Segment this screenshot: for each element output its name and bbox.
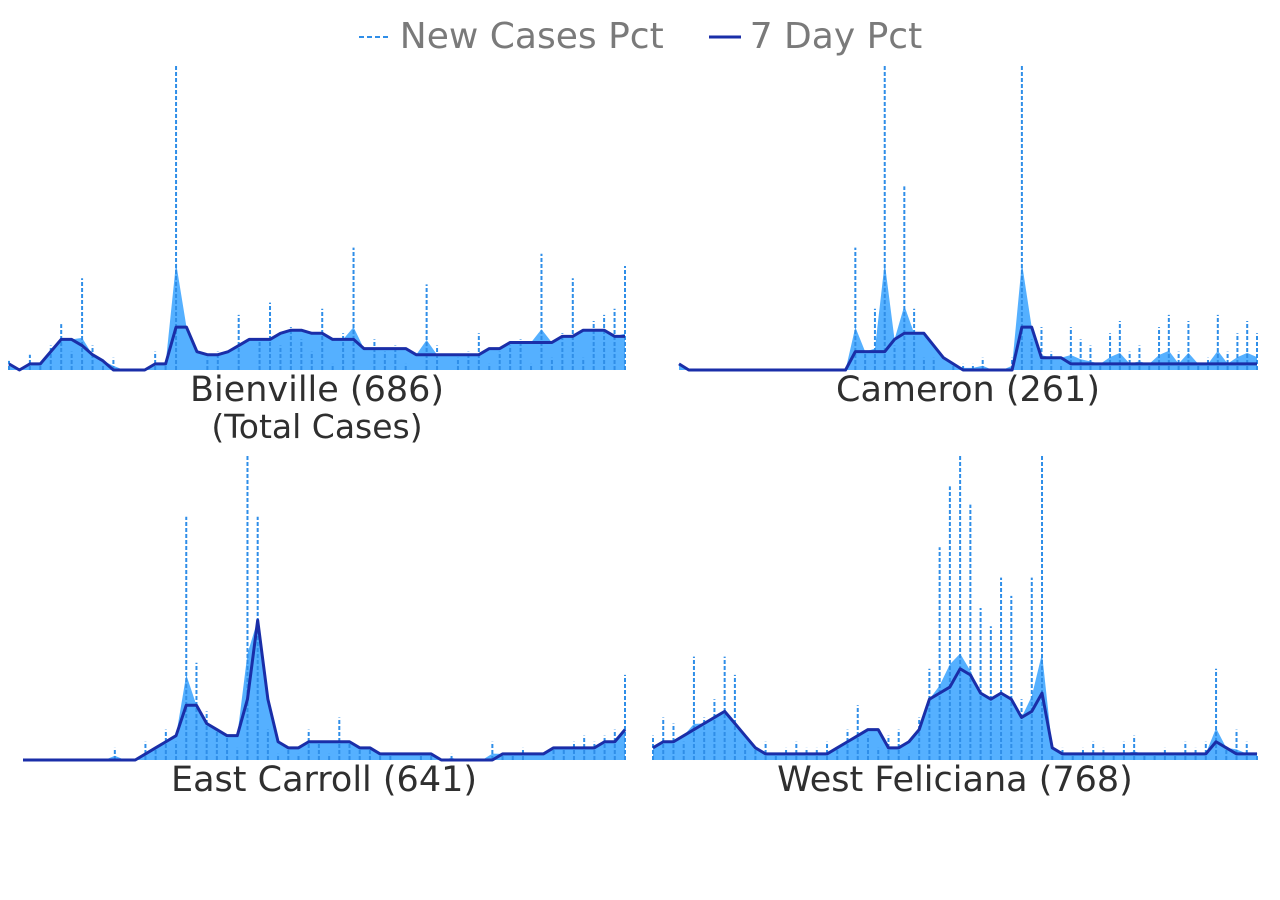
chart-title-cameron: Cameron (261) [836,370,1100,410]
area-fill-bienville [9,262,625,370]
chart-plot-west-feliciana [652,456,1258,760]
legend-swatch-solid [708,35,741,39]
chart-title-east-carroll: East Carroll (641) [170,760,478,800]
seven-day-line-bienville [8,325,625,372]
chart-subtitle-bienville: (Total Cases) [211,407,423,446]
seven-day-line-west-feliciana [652,667,1257,756]
legend-swatch-dashed [358,36,391,38]
legend-item-new-cases: New Cases Pct [358,19,664,55]
legend-item-7-day: 7 Day Pct [708,16,923,57]
legend-label-7-day: 7 Day Pct [749,16,923,57]
legend: New Cases Pct 7 Day Pct [0,12,1280,62]
area-fill-cameron [679,262,1257,370]
chart-plot-cameron [678,64,1258,372]
chart-title-bienville: Bienville (686) [189,370,445,410]
area-fill-west-feliciana [653,653,1257,760]
area-fill-east-carroll [23,620,625,760]
chart-plot-east-carroll [23,456,627,762]
seven-day-line-cameron [678,325,1257,372]
seven-day-line-east-carroll [23,618,627,762]
chart-panel-west-feliciana: West Feliciana (768) [652,452,1258,812]
legend-label-new-cases: New Cases Pct [399,16,664,57]
chart-title-west-feliciana: West Feliciana (768) [777,760,1133,800]
chart-panel-cameron: Cameron (261) [678,60,1258,420]
chart-plot-bienville [8,64,626,372]
chart-panel-bienville: Bienville (686) (Total Cases) [8,60,626,450]
chart-panel-east-carroll: East Carroll (641) [22,452,627,812]
